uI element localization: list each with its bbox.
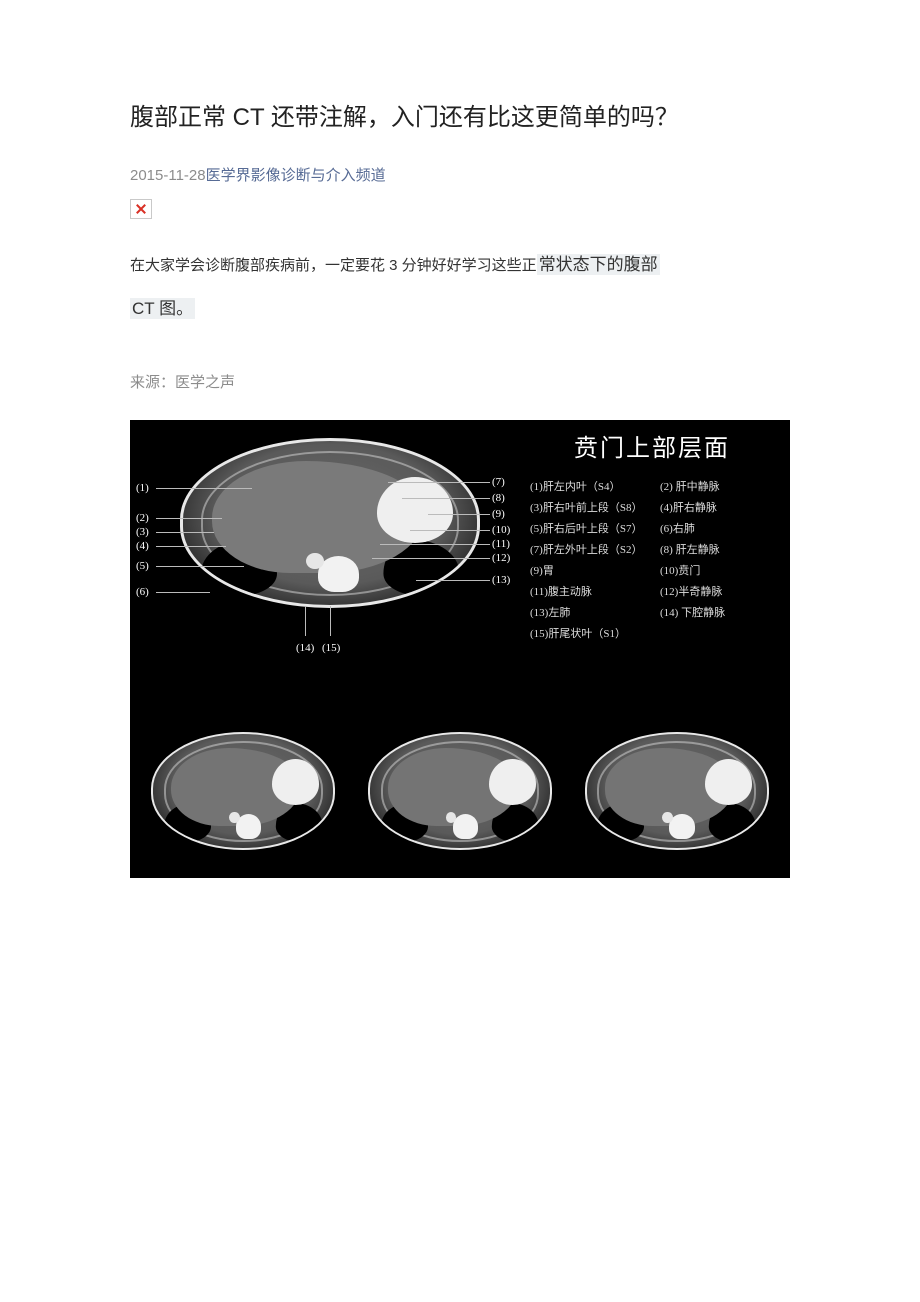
legend-item: (7)肝左外叶上段（S2） — [530, 540, 660, 561]
lead-line — [305, 606, 306, 636]
legend-item: (12)半奇静脉 — [660, 582, 774, 603]
legend-item: (14) 下腔静脉 — [660, 603, 774, 624]
ct-mini-scan-3 — [577, 724, 777, 864]
ct-mini-scan-1 — [143, 724, 343, 864]
ct-legend-row: (15)肝尾状叶（S1） — [530, 624, 774, 645]
lead-line — [156, 592, 210, 593]
ct-legend-row: (3)肝右叶前上段（S8）(4)肝右静脉 — [530, 498, 774, 519]
ct-label-14: (14) — [296, 642, 314, 654]
legend-item: (1)肝左内叶（S4） — [530, 477, 660, 498]
ct-label-4: (4) — [136, 540, 149, 552]
article-source-link[interactable]: 医学界影像诊断与介入频道 — [206, 167, 386, 184]
spine-region — [236, 814, 261, 839]
legend-item: (2) 肝中静脉 — [660, 477, 774, 498]
ct-label-15: (15) — [322, 642, 340, 654]
ct-legend-row: (9)胃(10)贲门 — [530, 561, 774, 582]
ct-legend-row: (7)肝左外叶上段（S2）(8) 肝左静脉 — [530, 540, 774, 561]
stomach-region — [377, 477, 453, 543]
ct-section-title: 贲门上部层面 — [530, 428, 774, 463]
legend-item: (5)肝右后叶上段（S7） — [530, 519, 660, 540]
lead-line — [380, 544, 490, 545]
body-outline — [585, 732, 769, 850]
ct-legend-grid: (1)肝左内叶（S4）(2) 肝中静脉 (3)肝右叶前上段（S8）(4)肝右静脉… — [530, 477, 774, 644]
intro-highlight-1: 常状态下的腹部 — [537, 254, 660, 275]
ct-label-8: (8) — [492, 492, 505, 504]
ct-label-9: (9) — [492, 508, 505, 520]
lead-line — [156, 488, 252, 489]
ct-label-11: (11) — [492, 538, 510, 550]
article-meta: 2015-11-28医学界影像诊断与介入频道 — [130, 164, 790, 185]
page-title: 腹部正常 CT 还带注解，入门还有比这更简单的吗？ — [130, 100, 790, 136]
legend-item: (13)左肺 — [530, 603, 660, 624]
body-outline — [180, 438, 480, 608]
ct-legend-row: (13)左肺(14) 下腔静脉 — [530, 603, 774, 624]
ct-legend-row: (1)肝左内叶（S4）(2) 肝中静脉 — [530, 477, 774, 498]
lead-line — [402, 498, 490, 499]
ct-label-1: (1) — [136, 482, 149, 494]
ct-legend: 贲门上部层面 (1)肝左内叶（S4）(2) 肝中静脉 (3)肝右叶前上段（S8）… — [530, 420, 790, 718]
lead-line — [372, 558, 490, 559]
legend-item — [660, 624, 774, 645]
legend-item: (6)右肺 — [660, 519, 774, 540]
ct-figure: (1) (2) (3) (4) (5) (6) (7) (8) (9) (10)… — [130, 420, 790, 878]
ct-label-13: (13) — [492, 574, 510, 586]
lead-line — [428, 514, 490, 515]
lead-line — [330, 606, 331, 636]
ct-label-6: (6) — [136, 586, 149, 598]
lead-line — [416, 580, 490, 581]
legend-item: (4)肝右静脉 — [660, 498, 774, 519]
spine-region — [669, 814, 694, 839]
ct-label-12: (12) — [492, 552, 510, 564]
legend-item: (10)贲门 — [660, 561, 774, 582]
lead-line — [156, 532, 214, 533]
ct-label-10: (10) — [492, 524, 510, 536]
lead-line — [156, 518, 222, 519]
broken-image-icon — [130, 199, 152, 219]
legend-item: (15)肝尾状叶（S1） — [530, 624, 660, 645]
ct-figure-top: (1) (2) (3) (4) (5) (6) (7) (8) (9) (10)… — [130, 420, 790, 718]
article-date: 2015-11-28 — [130, 167, 206, 184]
legend-item: (11)腹主动脉 — [530, 582, 660, 603]
ct-label-2: (2) — [136, 512, 149, 524]
aorta-region — [229, 812, 240, 823]
ct-main-scan: (1) (2) (3) (4) (5) (6) (7) (8) (9) (10)… — [130, 420, 530, 718]
origin-label: 来源：医学之声 — [130, 371, 790, 392]
spine-region — [453, 814, 478, 839]
lead-line — [410, 530, 490, 531]
ct-label-7: (7) — [492, 476, 505, 488]
stomach-region — [489, 759, 536, 805]
legend-item: (9)胃 — [530, 561, 660, 582]
intro-highlight-2: CT 图。 — [130, 298, 195, 319]
body-outline — [151, 732, 335, 850]
lead-line — [156, 546, 226, 547]
body-outline — [368, 732, 552, 850]
intro-prefix: 在大家学会诊断腹部疾病前，一定要花 3 分钟好好学习这些正 — [130, 257, 537, 274]
lead-line — [156, 566, 244, 567]
ct-mini-scan-2 — [360, 724, 560, 864]
intro-paragraph: 在大家学会诊断腹部疾病前，一定要花 3 分钟好好学习这些正常状态下的腹部 CT … — [130, 243, 790, 331]
stomach-region — [705, 759, 752, 805]
ct-figure-bottom-row — [130, 718, 790, 878]
ct-legend-row: (5)肝右后叶上段（S7）(6)右肺 — [530, 519, 774, 540]
legend-item: (3)肝右叶前上段（S8） — [530, 498, 660, 519]
stomach-region — [272, 759, 319, 805]
ct-label-5: (5) — [136, 560, 149, 572]
ct-legend-row: (11)腹主动脉(12)半奇静脉 — [530, 582, 774, 603]
spine-region — [318, 556, 359, 592]
lead-line — [388, 482, 490, 483]
ct-label-3: (3) — [136, 526, 149, 538]
legend-item: (8) 肝左静脉 — [660, 540, 774, 561]
